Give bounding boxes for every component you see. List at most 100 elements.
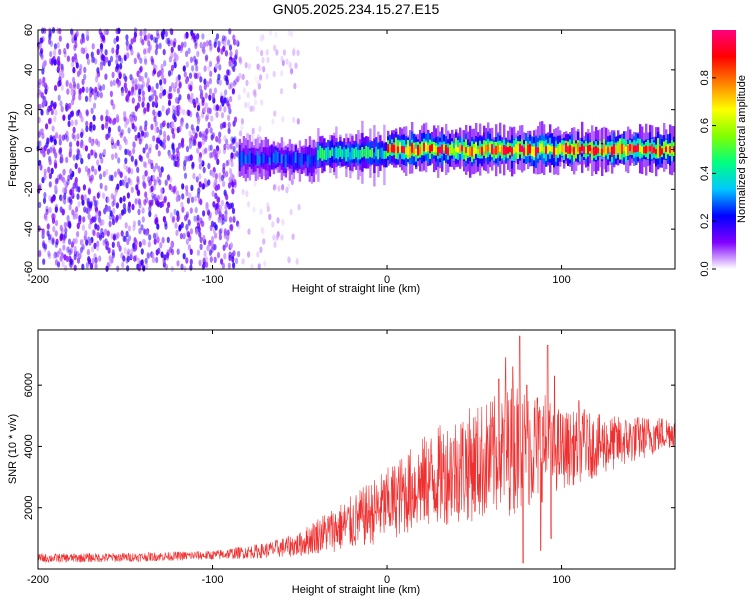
heatmap-cell [296,49,300,56]
heatmap-cell [202,166,206,174]
heatmap-cell [223,253,227,260]
heatmap-cell [97,84,101,91]
heatmap-cell [150,55,154,63]
heatmap-cell [106,262,110,269]
heatmap-cell [199,92,203,100]
heatmap-cell [142,161,146,168]
heatmap-cell [216,183,221,191]
heatmap-cell [131,203,135,211]
heatmap-cell [228,44,233,51]
heatmap-cell [256,151,260,166]
heatmap-cell [150,123,154,131]
heatmap-cell [175,229,179,236]
heatmap-cell [152,166,156,173]
heatmap-cell [137,265,141,272]
heatmap-cell [467,147,470,156]
heatmap-cell [275,49,279,56]
heatmap-cell [167,93,171,100]
heatmap-cell [54,162,58,169]
heatmap-cell [43,173,47,181]
heatmap-cell [126,238,130,245]
heatmap-cell [223,232,227,240]
heatmap-cell [231,137,235,144]
heatmap-cell [603,143,606,153]
heatmap-cell [160,68,164,75]
heatmap-cell [163,254,167,261]
heatmap-cell [176,126,180,134]
heatmap-cell [183,172,188,179]
heatmap-cell [172,155,176,162]
heatmap-cell [379,148,382,158]
heatmap-cell [132,141,136,149]
heatmap-cell [107,60,111,67]
heatmap-cell [104,229,108,236]
heatmap-cell [268,157,272,165]
heatmap-cell [187,96,191,103]
heatmap-cell [66,42,70,50]
heatmap-cell [292,47,296,54]
heatmap-cell [138,75,142,82]
colorbar: 0.0 0.2 0.4 0.6 0.8 Normalized spectral ampl… [699,30,748,277]
heatmap-cell [325,147,328,160]
heatmap-cell [160,187,164,194]
heatmap-cell [104,73,108,80]
heatmap-cell [160,63,164,71]
heatmap-cell [144,170,148,177]
heatmap-cell [501,146,504,155]
heatmap-cell [186,197,190,204]
heatmap-cell [66,55,70,62]
heatmap-cell [92,195,96,202]
heatmap-region-3 [317,120,388,187]
heatmap-cell [88,136,92,143]
heatmap-cell [153,64,157,71]
heatmap-cell [234,257,239,265]
heatmap-cell [233,60,237,67]
heatmap-cell [147,176,151,183]
colorbar-tick-label: 0.8 [699,70,711,85]
heatmap-cell [216,158,220,165]
heatmap-cell [138,241,142,248]
heatmap-cell [105,205,109,213]
heatmap-cell [122,203,126,210]
heatmap-cell [188,137,192,144]
heatmap-cell [111,71,115,79]
heatmap-cell [74,57,78,65]
heatmap-cell [209,70,213,78]
heatmap-cell [605,146,608,154]
heatmap-cell [105,115,109,122]
heatmap-cell [269,29,273,36]
heatmap-cell [247,201,251,208]
heatmap-cell [172,147,176,154]
heatmap-cell [217,73,221,81]
heatmap-cell [86,34,90,41]
heatmap-cell [567,146,570,154]
heatmap-cell [81,239,85,246]
heatmap-cell [145,262,149,270]
heatmap-cell [215,63,219,70]
heatmap-cell [161,73,165,81]
x-tick-label: -100 [202,574,224,586]
heatmap-cell [147,84,151,92]
heatmap-cell [65,156,69,163]
heatmap-cell [86,200,90,208]
heatmap-cell [150,185,154,192]
heatmap-cell [260,226,264,233]
heatmap-cell [60,228,64,235]
heatmap-cell [65,255,69,263]
heatmap-cell [224,204,228,211]
heatmap-cell [294,62,298,69]
heatmap-cell [168,56,172,63]
heatmap-cell [53,43,58,50]
heatmap-cell [131,97,135,104]
heatmap-cell [247,251,251,258]
heatmap-cell [139,57,143,64]
heatmap-cell [45,84,49,92]
heatmap-cell [421,143,424,154]
heatmap-cell [92,229,96,237]
heatmap-cell [521,145,524,152]
heatmap-cell [183,71,187,78]
heatmap-cell [52,252,57,260]
heatmap-cell [158,42,162,50]
heatmap-cell [138,95,142,103]
heatmap-cell [148,201,153,208]
